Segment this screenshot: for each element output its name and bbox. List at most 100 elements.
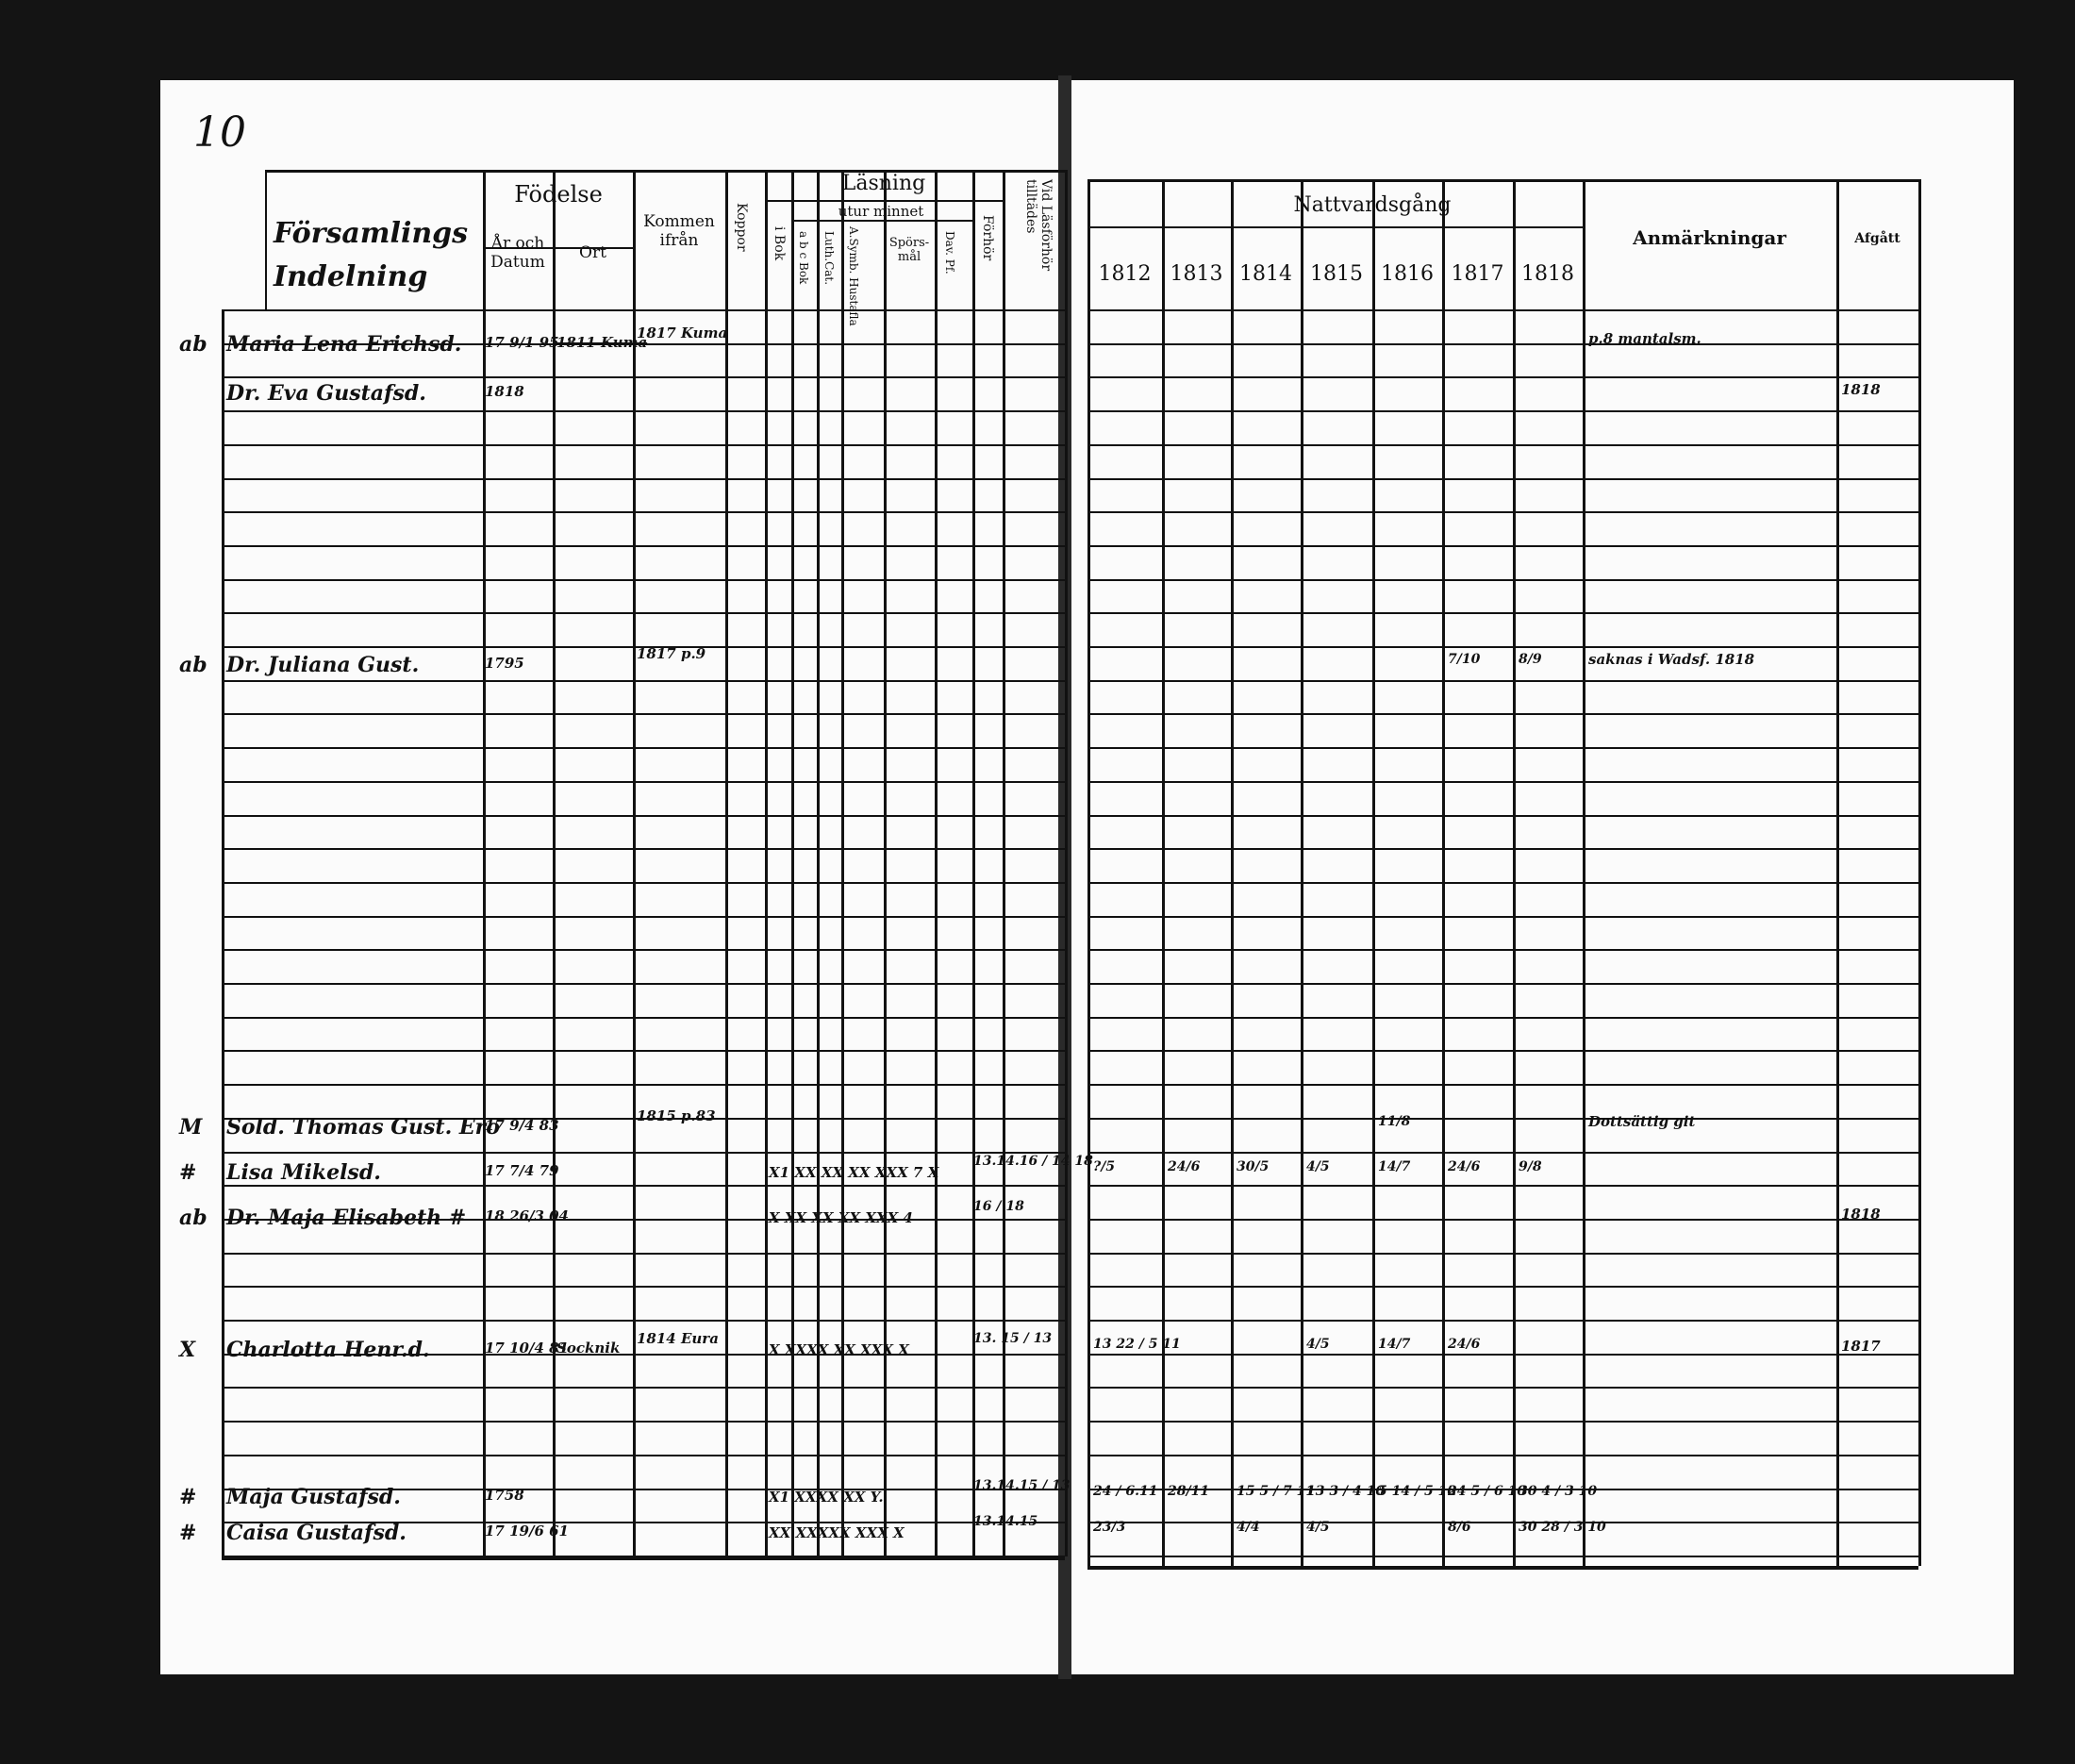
row-rule [222,1555,1065,1557]
entry-name: Dr. Maja Elisabeth # [226,1206,467,1230]
header-year: 1816 [1381,262,1434,286]
header-afgatt: Afgått [1854,231,1901,246]
right-column-rule [1231,179,1234,1566]
row-rule [222,1387,1065,1390]
entry-name: Dr. Juliana Gust. [226,653,420,677]
row-rule [222,1016,1065,1019]
entry-name: Dr. Eva Gustafsd. [226,381,426,406]
row-rule [1087,376,1918,379]
entry-communion-date: 13 3 / 4 10 [1306,1484,1386,1499]
entry-communion-date: 30/5 [1237,1159,1270,1174]
header-subrule [765,200,1003,202]
entry-communion-date: 24 5 / 6 10 [1448,1484,1527,1499]
entry-forhor: 13.14.15 [973,1514,1038,1529]
row-rule [222,1522,1065,1524]
entry-communion-date: 4/5 [1306,1337,1330,1352]
row-rule [222,713,1065,716]
row-rule [1087,1454,1918,1456]
row-rule [222,376,1065,379]
entry-communion-date: 24 / 6.11 [1093,1484,1158,1499]
header-sporsmal: Spörs-mål [888,236,930,264]
entry-communion-date: 5 14 / 5 10 [1378,1484,1457,1499]
entry-communion-date: 24/6 [1448,1159,1481,1174]
entry-anmarkning: saknas i Wadsf. 1818 [1588,651,1755,668]
table-bottom [1087,1566,1918,1570]
row-rule [222,443,1065,446]
entry-prefix: ab [179,653,208,677]
row-rule [222,612,1065,615]
row-rule [222,646,1065,648]
header-top-rule [265,170,1065,173]
header-subrule [483,247,633,249]
row-rule [1087,848,1918,851]
left-column-rule [265,170,267,311]
entry-lasning-marks: X XX XX XX XXX 4 [769,1209,913,1226]
header-dav-pf: Dav. Pf. [943,231,956,275]
page-number: 10 [193,108,246,157]
row-rule [1087,1185,1918,1188]
right-column-rule [1087,179,1090,1566]
header-year: 1812 [1098,262,1152,286]
row-rule [1087,1320,1918,1322]
row-rule [1087,1084,1918,1087]
entry-prefix: ab [179,332,208,357]
row-rule [1087,1488,1918,1490]
entry-dob: 1818 [485,383,524,400]
right-column-rule [1836,179,1839,1566]
left-column-rule [553,170,556,1556]
left-column-rule [725,170,728,1556]
entry-communion-date: 7/10 [1448,652,1481,667]
row-rule [222,1454,1065,1456]
left-column-rule [791,170,794,1556]
header-fodelse: Födelse [514,181,603,208]
entry-communion-date: 13 22 / 5 11 [1093,1337,1181,1352]
left-column-rule [222,311,224,1556]
row-rule [222,342,1065,345]
row-rule [222,578,1065,581]
right-page [1071,80,2014,1674]
left-page [160,80,1071,1674]
header-year: 1813 [1170,262,1223,286]
entry-name: Charlotta Henr.d. [226,1338,430,1362]
entry-lasning-marks: X XXXX XX XXX X [769,1341,909,1358]
entry-communion-date: 30 4 / 3 10 [1519,1484,1598,1499]
header-anmarkningar: Anmärkningar [1633,226,1786,249]
left-column-rule [972,170,975,1556]
entry-communion-date: 4/4 [1237,1520,1260,1535]
row-rule [1087,309,1918,311]
entry-communion-date: 14/7 [1378,1159,1411,1174]
entry-kommen-ifran: 1815 p.83 [637,1107,716,1124]
right-column-rule [1442,179,1445,1566]
header-lasning: Läsning [841,172,926,195]
row-rule [222,1488,1065,1490]
entry-communion-date: 24/6 [1448,1337,1481,1352]
row-rule [1087,1050,1918,1053]
row-rule [222,1286,1065,1289]
entry-dob: 17 10/4 81 [485,1340,569,1356]
entry-prefix: X [179,1338,196,1362]
entry-communion-date: 23/3 [1093,1520,1126,1535]
row-rule [1087,612,1918,615]
row-rule [1087,443,1918,446]
row-rule [1087,1252,1918,1255]
right-column-rule [1583,179,1585,1566]
row-rule [222,1218,1065,1221]
row-rule [222,544,1065,547]
entry-prefix: # [179,1160,197,1185]
left-column-rule [1003,170,1005,1556]
row-rule [222,1320,1065,1322]
left-column-rule [765,170,768,1556]
row-rule [222,1084,1065,1087]
row-rule [1087,1151,1918,1154]
row-rule [222,949,1065,952]
entry-communion-date: 30 28 / 3 10 [1519,1520,1606,1535]
entry-dob: 17 9/4 83 [485,1117,559,1134]
entry-forhor: 16 / 18 [973,1199,1024,1214]
row-rule [1087,949,1918,952]
row-rule [1087,1286,1918,1289]
entry-prefix: ab [179,1206,208,1230]
entry-communion-date: 9/8 [1519,1159,1542,1174]
row-rule [1087,1117,1918,1120]
header-vid-lasforhor: Vid Läsförhör tilltädes [1023,179,1054,272]
entry-dob: 18 26/3 04 [485,1207,569,1224]
